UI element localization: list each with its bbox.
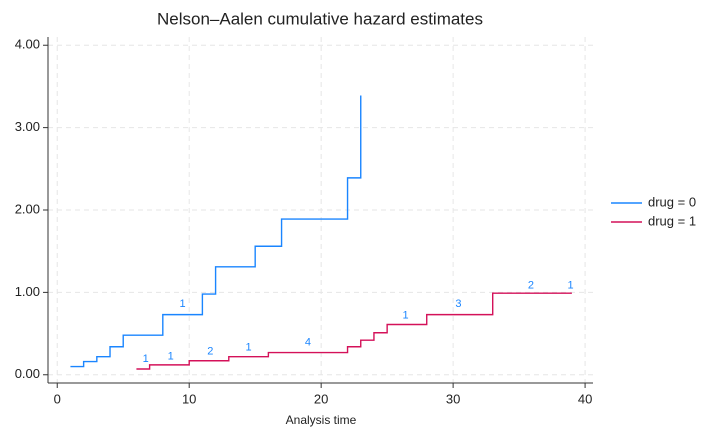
annotation: 1 <box>403 309 409 321</box>
annotation: 2 <box>528 280 534 292</box>
annotation: 1 <box>143 353 149 365</box>
annotation: 1 <box>246 341 252 353</box>
x-tick-label: 10 <box>182 391 196 406</box>
annotation: 2 <box>207 346 213 358</box>
annotation: 4 <box>305 337 311 349</box>
step-line <box>136 292 572 370</box>
y-tick-label: 3.00 <box>15 119 40 134</box>
annotation: 1 <box>168 351 174 363</box>
x-tick-label: 30 <box>446 391 460 406</box>
annotation: 1 <box>568 280 574 292</box>
y-tick-label: 2.00 <box>15 201 40 216</box>
chart-title: Nelson–Aalen cumulative hazard estimates <box>157 9 483 28</box>
legend-label: drug = 1 <box>648 213 696 228</box>
x-tick-label: 40 <box>578 391 592 406</box>
x-axis-label: Analysis time <box>286 413 357 427</box>
x-tick-label: 0 <box>54 391 61 406</box>
legend-label: drug = 0 <box>648 194 696 209</box>
x-tick-label: 20 <box>314 391 328 406</box>
y-tick-label: 1.00 <box>15 284 40 299</box>
y-tick-label: 4.00 <box>15 37 40 52</box>
step-line <box>70 95 362 368</box>
y-tick-label: 0.00 <box>15 366 40 381</box>
annotation: 3 <box>455 298 461 310</box>
annotation: 1 <box>180 298 186 310</box>
